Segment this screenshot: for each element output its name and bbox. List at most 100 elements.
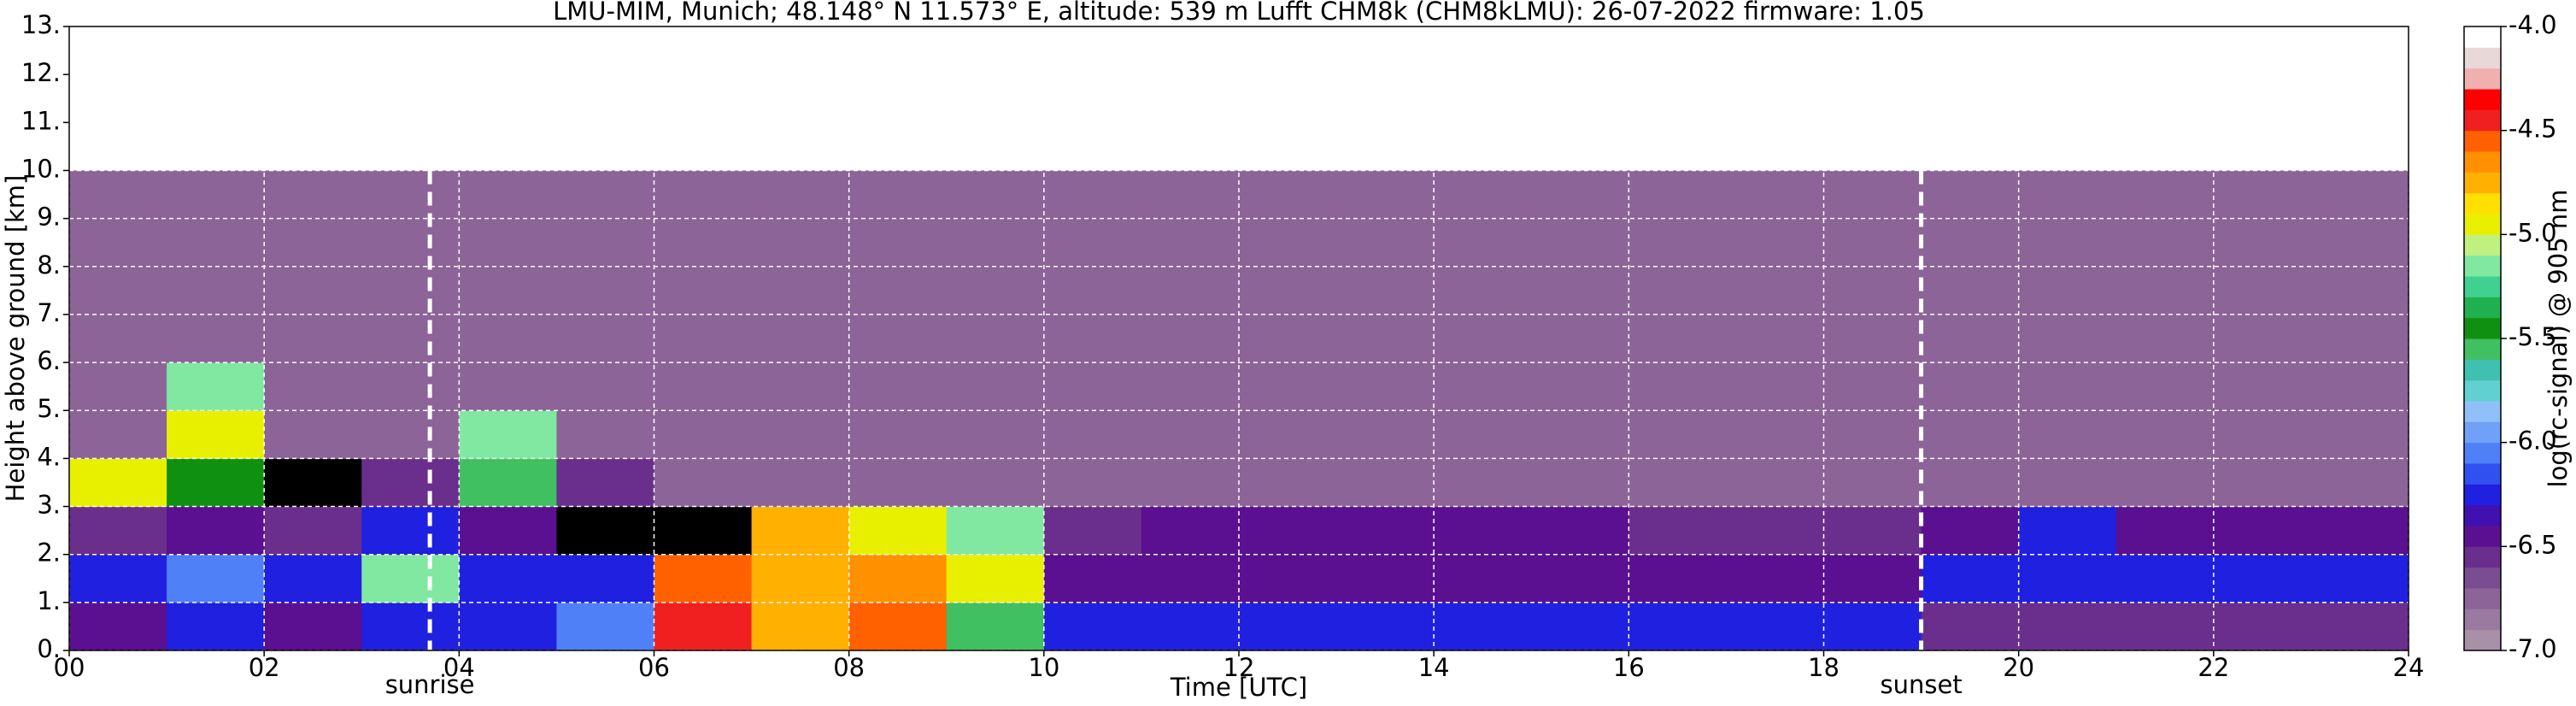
heat-cell	[1141, 314, 1240, 363]
heat-cell	[459, 554, 557, 603]
x-axis-label: Time [UTC]	[1170, 673, 1307, 702]
y-tick-label: 4.	[37, 442, 61, 471]
heat-cell	[751, 266, 850, 315]
heat-cell	[459, 170, 557, 220]
heat-cell	[751, 410, 850, 459]
heat-cell	[1726, 170, 1824, 220]
chart-title: LMU-MIM, Munich; 48.148° N 11.573° E, al…	[553, 0, 1925, 26]
heat-cell	[946, 506, 1045, 556]
heat-cell	[2310, 506, 2409, 556]
heat-cell	[1726, 554, 1824, 603]
heat-cell	[1336, 314, 1435, 363]
heat-cell	[361, 410, 460, 459]
heat-cell	[654, 506, 753, 556]
heat-cell	[2213, 314, 2312, 363]
x-tick-label: 22	[2198, 653, 2229, 682]
heat-cell	[1823, 362, 1922, 411]
heat-cell	[654, 218, 753, 268]
heat-cell	[1726, 410, 1824, 459]
heat-cell	[946, 554, 1045, 603]
colorbar-swatch	[2464, 297, 2501, 319]
heat-cell	[2018, 218, 2117, 268]
heat-cell	[2115, 506, 2215, 556]
colorbar-tick-label: -4.5	[2509, 115, 2557, 144]
heat-cell	[751, 602, 850, 651]
heat-cell	[2310, 458, 2409, 508]
heat-cell	[1628, 362, 1727, 411]
y-tick-label: 8.	[37, 250, 61, 279]
heat-cell	[1336, 410, 1435, 459]
heat-cell	[459, 602, 557, 651]
heat-cell	[751, 362, 850, 411]
heat-cell	[1336, 506, 1435, 556]
heat-cell	[69, 266, 167, 315]
heat-cell	[1531, 602, 1629, 651]
heat-cell	[1043, 362, 1142, 411]
colorbar-label: log(rc-signal) @ 905 nm	[2544, 190, 2573, 488]
heat-cell	[361, 170, 460, 220]
y-tick-label: 10.	[21, 154, 61, 183]
heat-cell	[1823, 410, 1922, 459]
heat-cell	[556, 314, 654, 363]
heat-cell	[946, 410, 1045, 459]
heat-cell	[1628, 554, 1727, 603]
heat-cell	[1043, 554, 1142, 603]
heat-cell	[459, 314, 557, 363]
colorbar-swatch	[2464, 172, 2501, 194]
heat-cell	[167, 218, 265, 268]
colorbar-swatch	[2464, 504, 2501, 527]
heat-cell	[1823, 218, 1922, 268]
heat-cell	[2115, 314, 2215, 363]
colorbar-swatch	[2464, 401, 2501, 422]
heat-cell	[1531, 170, 1629, 220]
heat-cell	[1531, 218, 1629, 268]
heat-cell	[1141, 362, 1240, 411]
y-tick-label: 9.	[37, 203, 61, 232]
heat-cell	[1434, 554, 1532, 603]
heat-cell	[654, 458, 753, 508]
heat-cell	[2018, 506, 2117, 556]
heat-cell	[1823, 602, 1922, 651]
heat-cell	[2018, 554, 2117, 603]
heat-cell	[2018, 602, 2117, 651]
heat-cell	[848, 266, 948, 315]
heat-cell	[1239, 362, 1337, 411]
heat-cell	[946, 218, 1045, 268]
heat-cell	[2115, 554, 2215, 603]
heat-cell	[1239, 602, 1337, 651]
heat-cell	[1336, 170, 1435, 220]
heat-cell	[2018, 314, 2117, 363]
heat-cell	[1434, 170, 1532, 220]
heat-cell	[1628, 410, 1727, 459]
heat-cell	[459, 410, 557, 459]
heat-cell	[361, 266, 460, 315]
heat-cell	[751, 218, 850, 268]
heat-cell	[361, 458, 460, 508]
heat-cell	[264, 506, 362, 556]
heat-cell	[2310, 266, 2409, 315]
heat-cell	[361, 218, 460, 268]
heat-cell	[2213, 458, 2312, 508]
heat-cell	[848, 602, 948, 651]
heat-cell	[1336, 458, 1435, 508]
heat-cell	[2115, 218, 2215, 268]
heat-cell	[848, 218, 948, 268]
heat-cell	[1531, 458, 1629, 508]
heat-cell	[654, 602, 753, 651]
heat-cell	[264, 362, 362, 411]
colorbar-tick-label: -7.0	[2509, 634, 2557, 663]
heat-cell	[69, 602, 167, 651]
heat-cell	[556, 458, 654, 508]
heat-cell	[2115, 458, 2215, 508]
colorbar-swatch	[2464, 609, 2501, 631]
heat-cell	[167, 554, 265, 603]
heat-cell	[1336, 266, 1435, 315]
heat-cell	[167, 506, 265, 556]
colorbar-swatch	[2464, 567, 2501, 589]
heat-cell	[361, 602, 460, 651]
heat-cell	[848, 410, 948, 459]
heat-cell	[69, 314, 167, 363]
heat-cell	[1336, 362, 1435, 411]
heat-cell	[1921, 458, 2020, 508]
heat-cell	[1628, 266, 1727, 315]
